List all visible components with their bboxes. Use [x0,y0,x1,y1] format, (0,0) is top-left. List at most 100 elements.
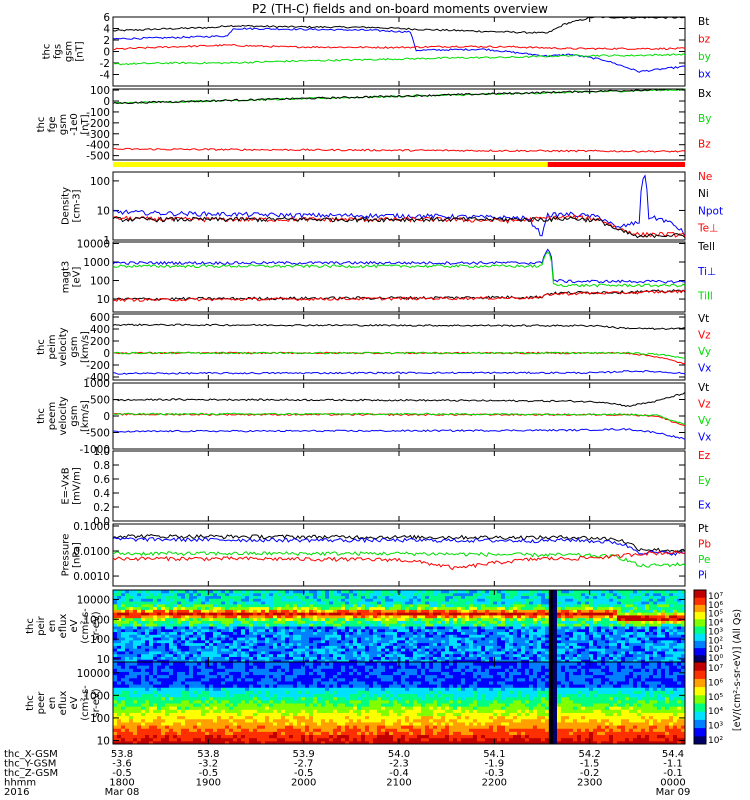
spectrogram-cell [117,693,122,698]
series-line [112,174,686,237]
spectrogram-cell [121,650,126,655]
spectrogram-cell [313,609,318,613]
spectrogram-cell [493,592,498,597]
spectrogram-cell [113,603,118,608]
spectrogram-cell [209,693,214,698]
spectrogram-cell [621,634,626,638]
spectrogram-cell [357,645,362,649]
spectrogram-cell [401,648,406,652]
spectrogram-cell [637,617,642,621]
spectrogram-cell [141,684,146,688]
spectrogram-cell [149,639,154,644]
spectrogram-cell [245,623,250,627]
spectrogram-cell [425,590,430,594]
spectrogram-cell [537,645,542,649]
plot-frame [112,313,686,381]
spectrogram-cell [673,592,678,597]
spectrogram-cell [585,645,590,649]
spectrogram-cell [449,656,454,660]
spectrogram-cell [629,650,634,655]
spectrogram-cell [581,595,586,599]
spectrogram-cell [377,617,382,621]
spectrogram-cell [225,718,230,723]
spectrogram-cell [377,609,382,613]
spectrogram-cell [157,680,162,685]
spectrogram-cell [125,648,130,652]
spectrogram-cell [521,653,526,657]
spectrogram-cell [489,656,494,660]
spectrogram-cell [445,645,450,649]
spectrogram-cell [633,614,638,619]
spectrogram-cell [341,648,346,652]
spectrogram-cell [573,642,578,646]
spectrogram-cell [513,631,518,635]
spectrogram-cell [665,639,670,644]
spectrogram-cell [617,603,622,608]
spectrogram-cell [465,645,470,649]
spectrogram-cell [193,659,198,663]
spectrogram-cell [161,696,166,701]
spectrogram-cell [173,731,178,736]
spectrogram-cell [345,631,350,635]
spectrogram-cell [369,590,374,594]
spectrogram-cell [241,665,246,669]
spectrogram-cell [277,642,282,646]
spectrogram-cell [125,603,130,608]
spectrogram-cell [293,650,298,655]
spectrogram-cell [141,687,146,691]
spectrogram-cell [229,614,234,619]
spectrogram-cell [237,626,242,630]
spectrogram-cell [121,609,126,613]
spectrogram-cell [425,598,430,602]
spectrogram-cell [117,614,122,619]
spectrogram-cell [421,656,426,660]
spectrogram-cell [449,598,454,602]
spectrogram-cell [181,709,186,713]
spectrogram-cell [401,634,406,638]
series-line [112,289,686,301]
spectrogram-cell [117,645,122,649]
spectrogram-cell [601,642,606,646]
spectrogram-cell [117,639,122,644]
spectrogram-cell [173,601,178,605]
y-axis-label-line: Density [61,187,72,225]
spectrogram-cell [249,671,254,676]
spectrogram-cell [249,645,254,649]
spectrogram-cell [225,725,230,729]
spectrogram-cell [641,601,646,605]
spectrogram-cell [465,637,470,641]
spectrogram-cell [405,609,410,613]
spectrogram-cell [321,656,326,660]
spectrogram-cell [637,631,642,635]
spectrogram-cell [385,653,390,657]
spectrogram-cell [493,642,498,646]
spectrogram-cell [165,737,170,742]
data-gap [548,590,553,662]
spectrogram-cell [169,637,174,641]
spectrogram-cell [245,734,250,739]
spectrogram-cell [221,734,226,739]
spectrogram-cell [269,606,274,610]
spectrogram-cell [625,609,630,613]
spectrogram-cell [477,606,482,610]
spectrogram-cell [609,612,614,616]
spectrogram-cell [113,612,118,616]
spectrogram-cell [657,631,662,635]
spectrogram-cell [593,656,598,660]
spectrogram-cell [393,626,398,630]
spectrogram-cell [233,690,238,695]
spectrogram-cell [281,626,286,630]
spectrogram-cell [525,634,530,638]
spectrogram-cell [517,628,522,633]
spectrogram-cell [177,712,182,717]
spectrogram-cell [137,718,142,723]
spectrogram-cell [413,659,418,663]
spectrogram-cell [205,665,210,669]
spectrogram-cell [381,609,386,613]
series-line [112,289,686,303]
spectrogram-cell [425,659,430,663]
spectrogram-cell [381,634,386,638]
spectrogram-cell [145,731,150,736]
spectrogram-cell [365,590,370,594]
